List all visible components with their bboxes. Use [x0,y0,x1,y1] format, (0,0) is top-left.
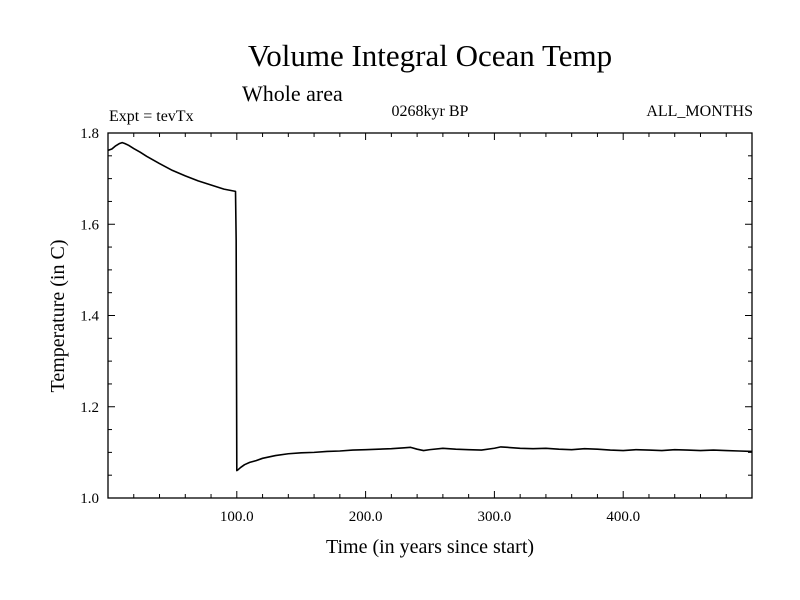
y-tick-label: 1.8 [80,126,99,142]
months-label: ALL_MONTHS [646,103,753,120]
chart-subtitle: Whole area [242,81,343,106]
x-tick-label: 400.0 [606,509,640,525]
x-tick-label: 300.0 [478,509,512,525]
y-tick-label: 1.4 [80,309,99,325]
plot-frame [107,132,753,499]
y-tick-label: 1.6 [80,217,99,233]
y-tick-label: 1.0 [80,491,99,507]
x-tick-label: 200.0 [349,509,383,525]
x-tick-label: 100.0 [220,509,254,525]
axis-ticks: 100.0 200.0 300.0 400.0 1.0 1.2 1.4 1.6 1.8 [80,126,752,525]
x-axis-label: Time (in years since start) [326,536,534,558]
chart-title: Volume Integral Ocean Temp [248,38,612,73]
experiment-label: Expt = tevTx [109,108,194,125]
y-tick-label: 1.2 [80,400,99,416]
series-line [107,141,753,472]
axes [107,132,753,499]
series-layer [107,141,753,472]
y-axis-label: Temperature (in C) [47,240,69,393]
period-label: 0268kyr BP [392,103,469,120]
